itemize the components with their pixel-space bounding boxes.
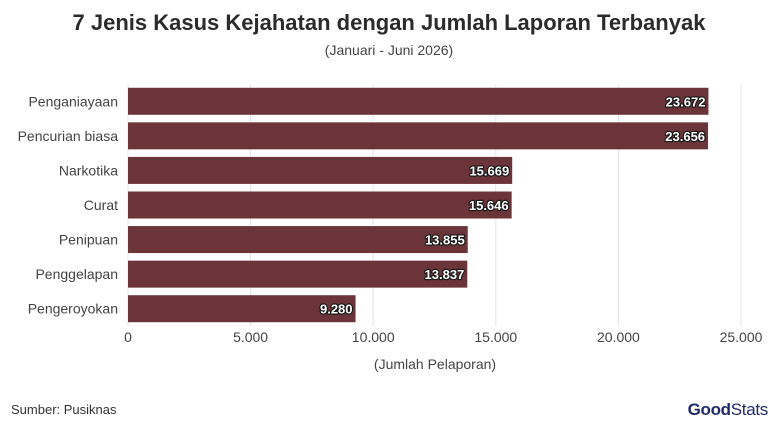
logo-text-stats: Stats xyxy=(730,400,769,419)
bar-value-label: 9.280 xyxy=(320,302,353,317)
chart-title: 7 Jenis Kasus Kejahatan dengan Jumlah La… xyxy=(72,10,706,35)
category-label: Penganiayaan xyxy=(28,93,118,109)
category-label: Pengeroyokan xyxy=(28,301,118,317)
bar-value-label: 15.669 xyxy=(469,163,509,178)
bar-value-label: 23.672 xyxy=(666,94,706,109)
bar-value-label: 13.855 xyxy=(425,233,465,248)
bar-value-label: 23.656 xyxy=(665,129,705,144)
chart-subtitle: (Januari - Juni 2026) xyxy=(324,42,454,58)
bar xyxy=(128,156,513,184)
category-label: Penggelapan xyxy=(35,266,118,282)
bar xyxy=(128,226,468,254)
x-tick-label: 25.000 xyxy=(720,329,763,345)
category-label: Penipuan xyxy=(59,232,118,248)
category-label: Narkotika xyxy=(59,162,118,178)
bar xyxy=(128,87,709,115)
bar xyxy=(128,191,512,219)
bar-value-label: 13.837 xyxy=(425,267,465,282)
bars: 23.672 23.656 15.669 15.646 13.855 13.837 9.28… xyxy=(128,87,709,323)
x-tick-labels: 0 5.000 10.000 15.000 20.000 25.000 xyxy=(124,329,763,345)
bar xyxy=(128,260,468,288)
source-note: Sumber: Pusiknas xyxy=(11,402,117,417)
x-tick-label: 0 xyxy=(124,329,132,345)
bar xyxy=(128,295,356,323)
x-tick-label: 20.000 xyxy=(597,329,640,345)
x-tick-label: 10.000 xyxy=(352,329,395,345)
logo-text-good: Good xyxy=(687,400,731,419)
goodstats-logo: GoodStats xyxy=(687,400,769,420)
category-labels: Penganiayaan Pencurian biasa Narkotika Cura… xyxy=(18,93,119,316)
category-label: Curat xyxy=(84,197,118,213)
category-label: Pencurian biasa xyxy=(18,128,119,144)
bar xyxy=(128,122,709,150)
bar-value-label: 15.646 xyxy=(469,198,509,213)
x-axis-label: (Jumlah Pelaporan) xyxy=(374,356,496,372)
x-tick-label: 5.000 xyxy=(233,329,268,345)
x-tick-label: 15.000 xyxy=(474,329,517,345)
